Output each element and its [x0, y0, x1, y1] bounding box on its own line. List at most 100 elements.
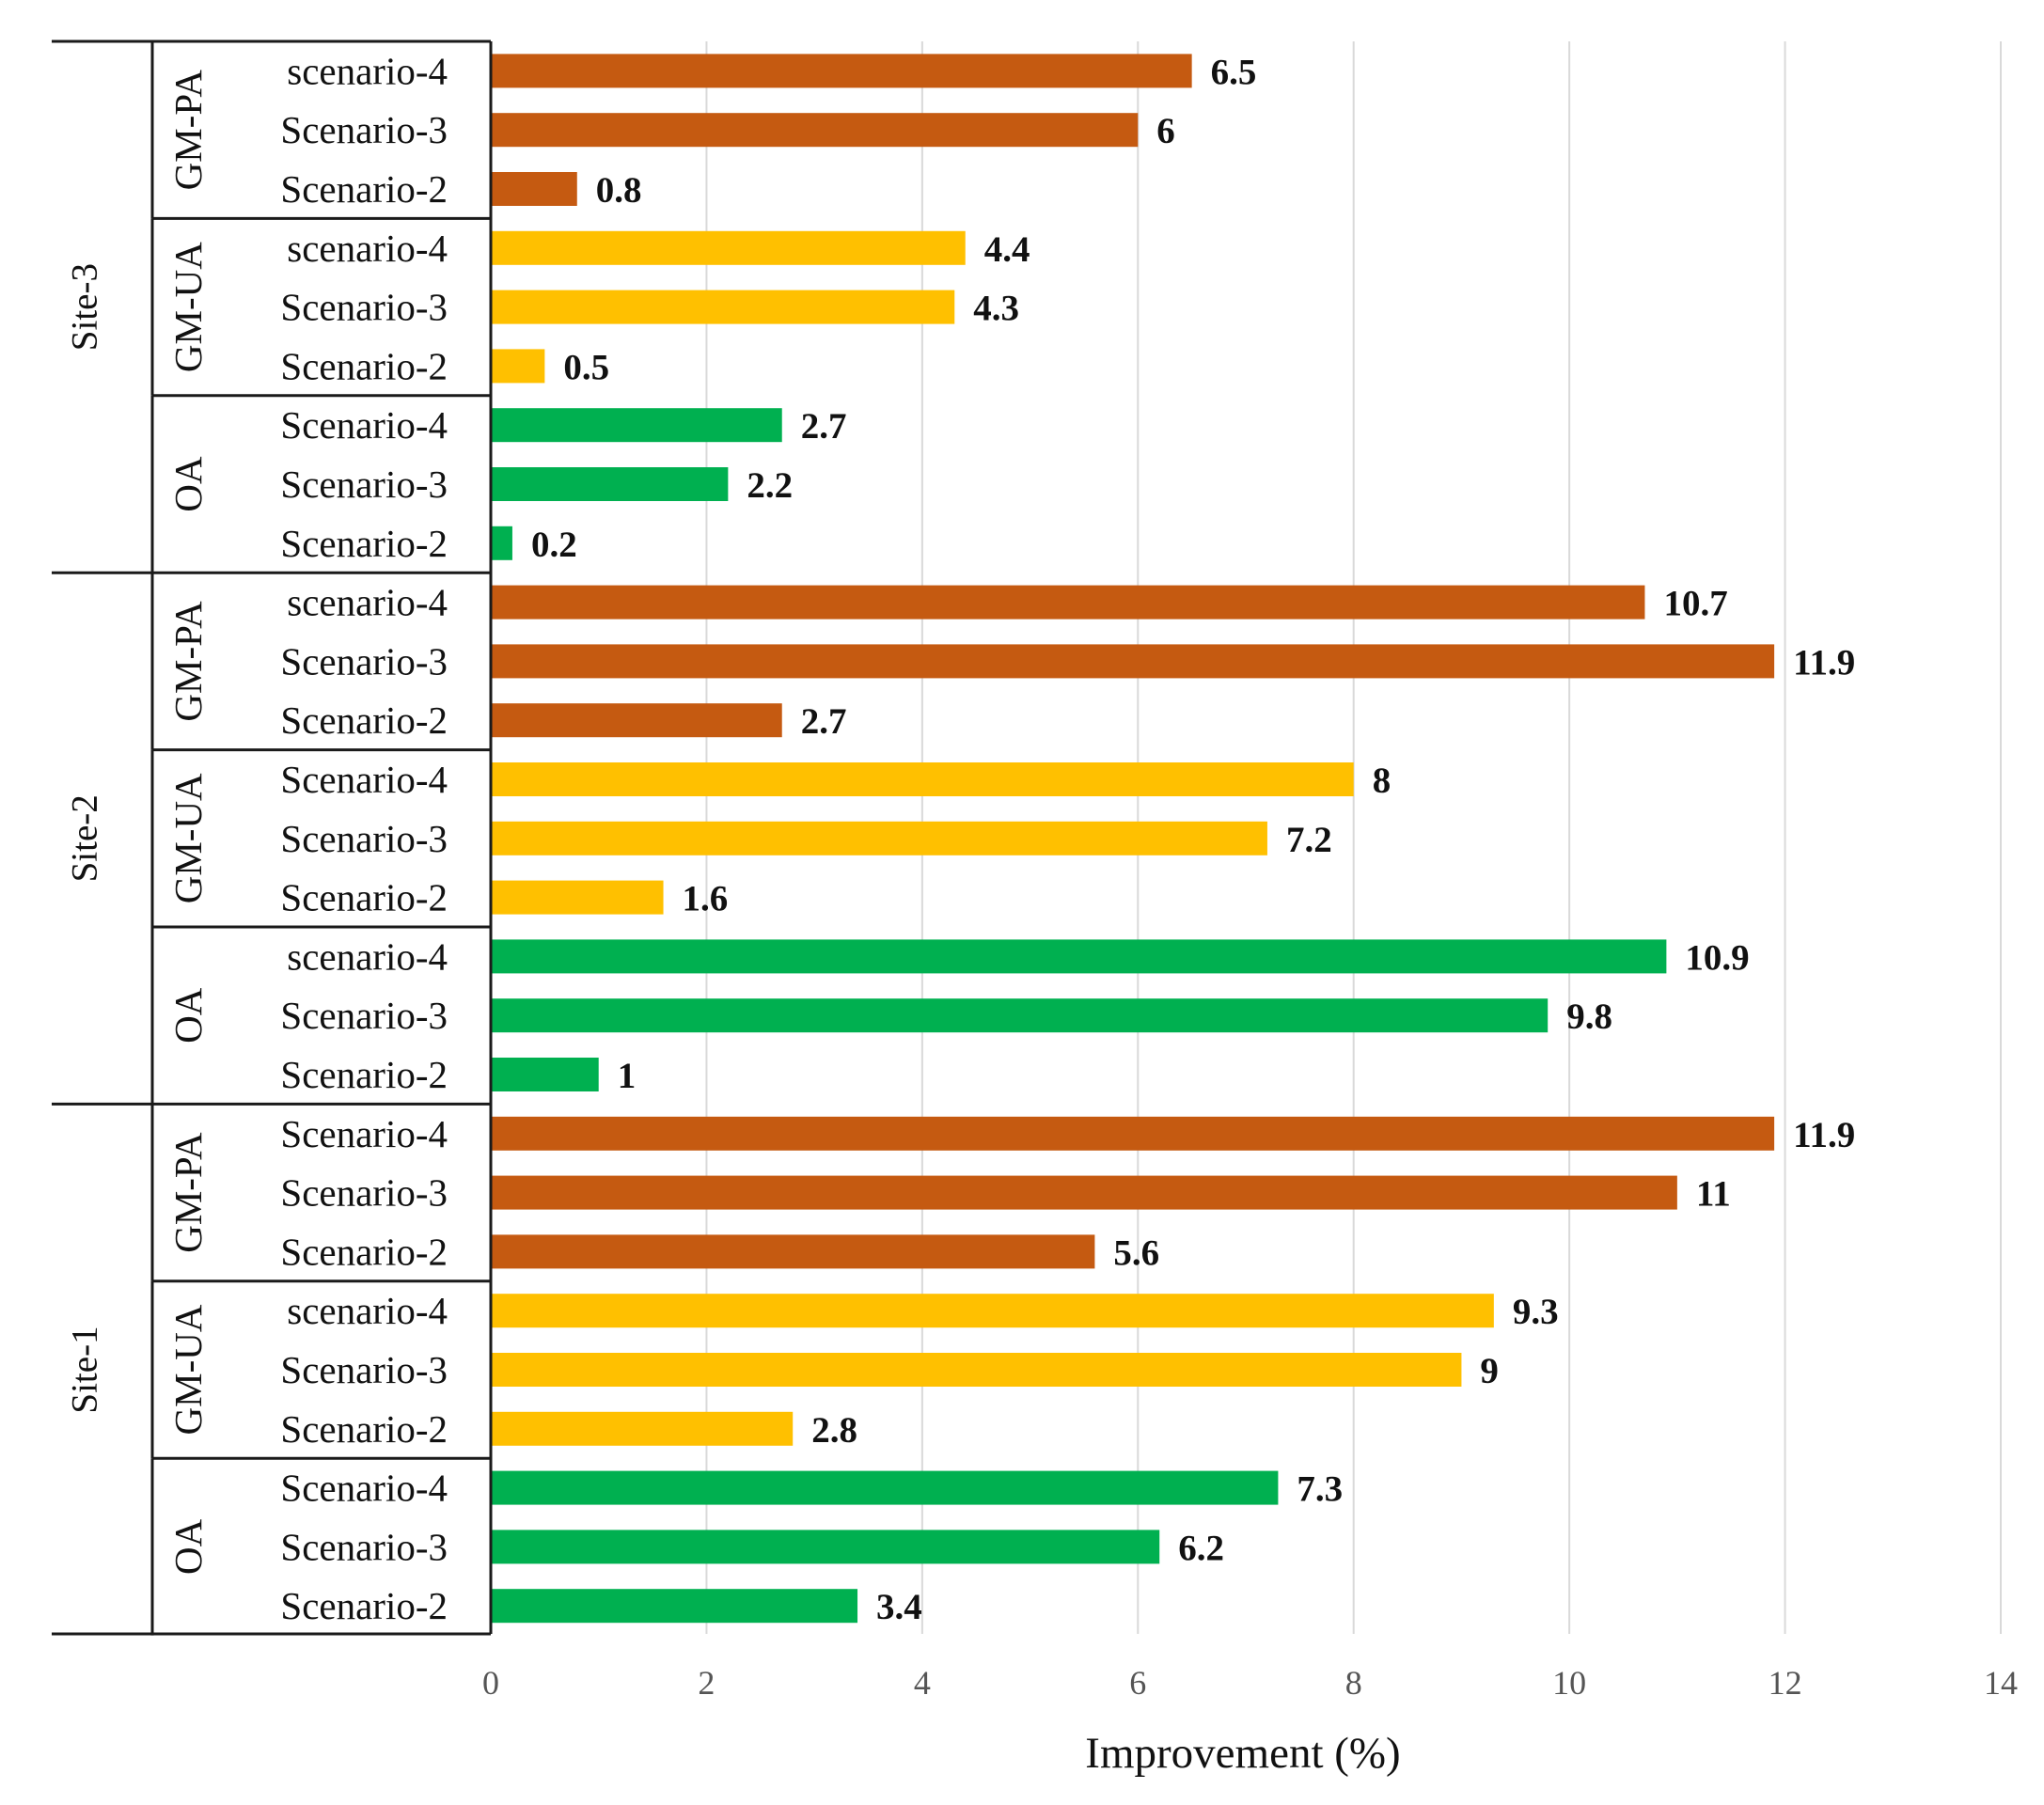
category-label: Scenario-2 [280, 167, 448, 211]
bar-site-2-gm-ua-scenario-2 [491, 880, 664, 915]
data-label: 9.8 [1566, 997, 1612, 1037]
bar-site-3-gm-pa-scenario-4 [491, 54, 1192, 88]
data-label: 6.2 [1178, 1528, 1224, 1568]
category-label: Scenario-3 [280, 817, 448, 860]
data-label: 7.3 [1297, 1469, 1343, 1510]
category-label: Scenario-2 [280, 1230, 448, 1273]
data-label: 8 [1373, 761, 1391, 801]
category-label: Scenario-3 [280, 1348, 448, 1391]
bar-site-1-oa-scenario-4 [491, 1470, 1279, 1505]
category-label: Scenario-3 [280, 108, 448, 151]
bar-site-1-gm-ua-scenario-4 [491, 1294, 1494, 1328]
data-label: 11.9 [1793, 642, 1855, 683]
data-label: 0.2 [531, 525, 577, 565]
category-label: Scenario-3 [280, 1525, 448, 1568]
bar-site-1-gm-pa-scenario-2 [491, 1234, 1095, 1269]
group-label: OA [166, 1518, 210, 1575]
bar-site-1-oa-scenario-3 [491, 1530, 1160, 1564]
bars: 6.560.84.44.30.52.72.20.210.711.92.787.2… [491, 52, 1855, 1627]
data-label: 11 [1696, 1174, 1731, 1215]
bar-site-2-oa-scenario-3 [491, 998, 1549, 1033]
category-label: Scenario-4 [280, 1467, 448, 1510]
x-tick-label: 8 [1345, 1664, 1362, 1702]
bar-site-1-gm-ua-scenario-2 [491, 1411, 794, 1446]
x-tick-label: 10 [1552, 1664, 1586, 1702]
category-label: Scenario-2 [280, 1407, 448, 1451]
category-label: scenario-4 [287, 49, 448, 92]
bar-site-2-gm-ua-scenario-4 [491, 762, 1354, 796]
x-axis-title: Improvement (%) [1085, 1729, 1400, 1778]
x-axis-ticks: 0 2 4 6 8 10 12 14 [482, 1664, 2018, 1702]
category-label: scenario-4 [287, 581, 448, 624]
x-tick-label: 12 [1769, 1664, 1802, 1702]
category-label: scenario-4 [287, 934, 448, 978]
data-label: 10.9 [1685, 937, 1749, 978]
bar-site-3-oa-scenario-3 [491, 467, 729, 501]
bar-site-3-oa-scenario-4 [491, 408, 782, 443]
category-label: Scenario-2 [280, 1584, 448, 1627]
group-label: GM-UA [166, 242, 210, 372]
data-label: 2.7 [801, 701, 847, 742]
bar-site-1-gm-pa-scenario-3 [491, 1175, 1677, 1210]
data-label: 1.6 [683, 879, 729, 919]
category-label: Scenario-3 [280, 1171, 448, 1215]
bar-site-3-gm-ua-scenario-3 [491, 290, 955, 324]
site-label: Site-1 [65, 1326, 105, 1413]
bar-site-2-gm-ua-scenario-3 [491, 821, 1267, 855]
group-label: OA [166, 987, 210, 1044]
category-label: Scenario-4 [280, 758, 448, 801]
group-label: GM-UA [166, 1304, 210, 1435]
data-label: 1 [618, 1056, 637, 1096]
data-label: 7.2 [1286, 820, 1332, 860]
data-label: 10.7 [1663, 584, 1727, 624]
bar-site-1-gm-ua-scenario-3 [491, 1353, 1462, 1387]
category-label: Scenario-2 [280, 522, 448, 565]
category-label: Scenario-3 [280, 994, 448, 1037]
group-label: GM-PA [166, 601, 210, 722]
bar-site-2-gm-pa-scenario-2 [491, 703, 782, 738]
data-label: 6.5 [1211, 52, 1257, 92]
data-label: 9.3 [1513, 1292, 1559, 1332]
data-label: 9 [1480, 1351, 1499, 1391]
bar-site-3-oa-scenario-2 [491, 526, 512, 560]
data-label: 0.5 [563, 347, 609, 387]
bar-site-2-gm-pa-scenario-3 [491, 644, 1775, 679]
data-label: 6 [1156, 111, 1175, 151]
group-label: GM-UA [166, 773, 210, 903]
bar-site-2-oa-scenario-4 [491, 939, 1667, 974]
data-label: 2.2 [747, 465, 793, 506]
data-label: 4.4 [984, 229, 1030, 270]
category-label: Scenario-3 [280, 286, 448, 329]
bar-site-3-gm-ua-scenario-2 [491, 349, 545, 384]
site-label: Site-2 [65, 794, 105, 882]
site-label: Site-3 [65, 263, 105, 351]
x-tick-label: 2 [698, 1664, 715, 1702]
bar-site-1-oa-scenario-2 [491, 1589, 858, 1624]
axis-frame [52, 39, 493, 1636]
category-label: Scenario-3 [280, 463, 448, 506]
category-label: scenario-4 [287, 1289, 448, 1332]
bar-site-3-gm-pa-scenario-3 [491, 113, 1139, 148]
category-label: Scenario-2 [280, 876, 448, 919]
x-tick-label: 4 [914, 1664, 931, 1702]
data-label: 11.9 [1793, 1115, 1855, 1155]
category-labels: scenario-4 Scenario-3 Scenario-2 GM-PA scena… [65, 49, 448, 1627]
category-label: Scenario-4 [280, 403, 448, 447]
data-label: 2.7 [801, 406, 847, 447]
x-tick-label: 0 [482, 1664, 499, 1702]
bar-site-3-gm-pa-scenario-2 [491, 172, 577, 206]
data-label: 0.8 [596, 170, 642, 211]
bar-site-2-oa-scenario-2 [491, 1058, 599, 1091]
group-label: OA [166, 456, 210, 512]
category-label: Scenario-4 [280, 1112, 448, 1155]
bar-site-2-gm-pa-scenario-4 [491, 585, 1645, 620]
category-label: Scenario-3 [280, 639, 448, 683]
category-label: Scenario-2 [280, 698, 448, 742]
data-label: 2.8 [811, 1410, 857, 1451]
data-label: 3.4 [876, 1587, 922, 1627]
bar-site-1-gm-pa-scenario-4 [491, 1116, 1775, 1151]
bar-site-3-gm-ua-scenario-4 [491, 230, 966, 265]
category-label: Scenario-2 [280, 1053, 448, 1096]
data-label: 5.6 [1113, 1232, 1159, 1273]
